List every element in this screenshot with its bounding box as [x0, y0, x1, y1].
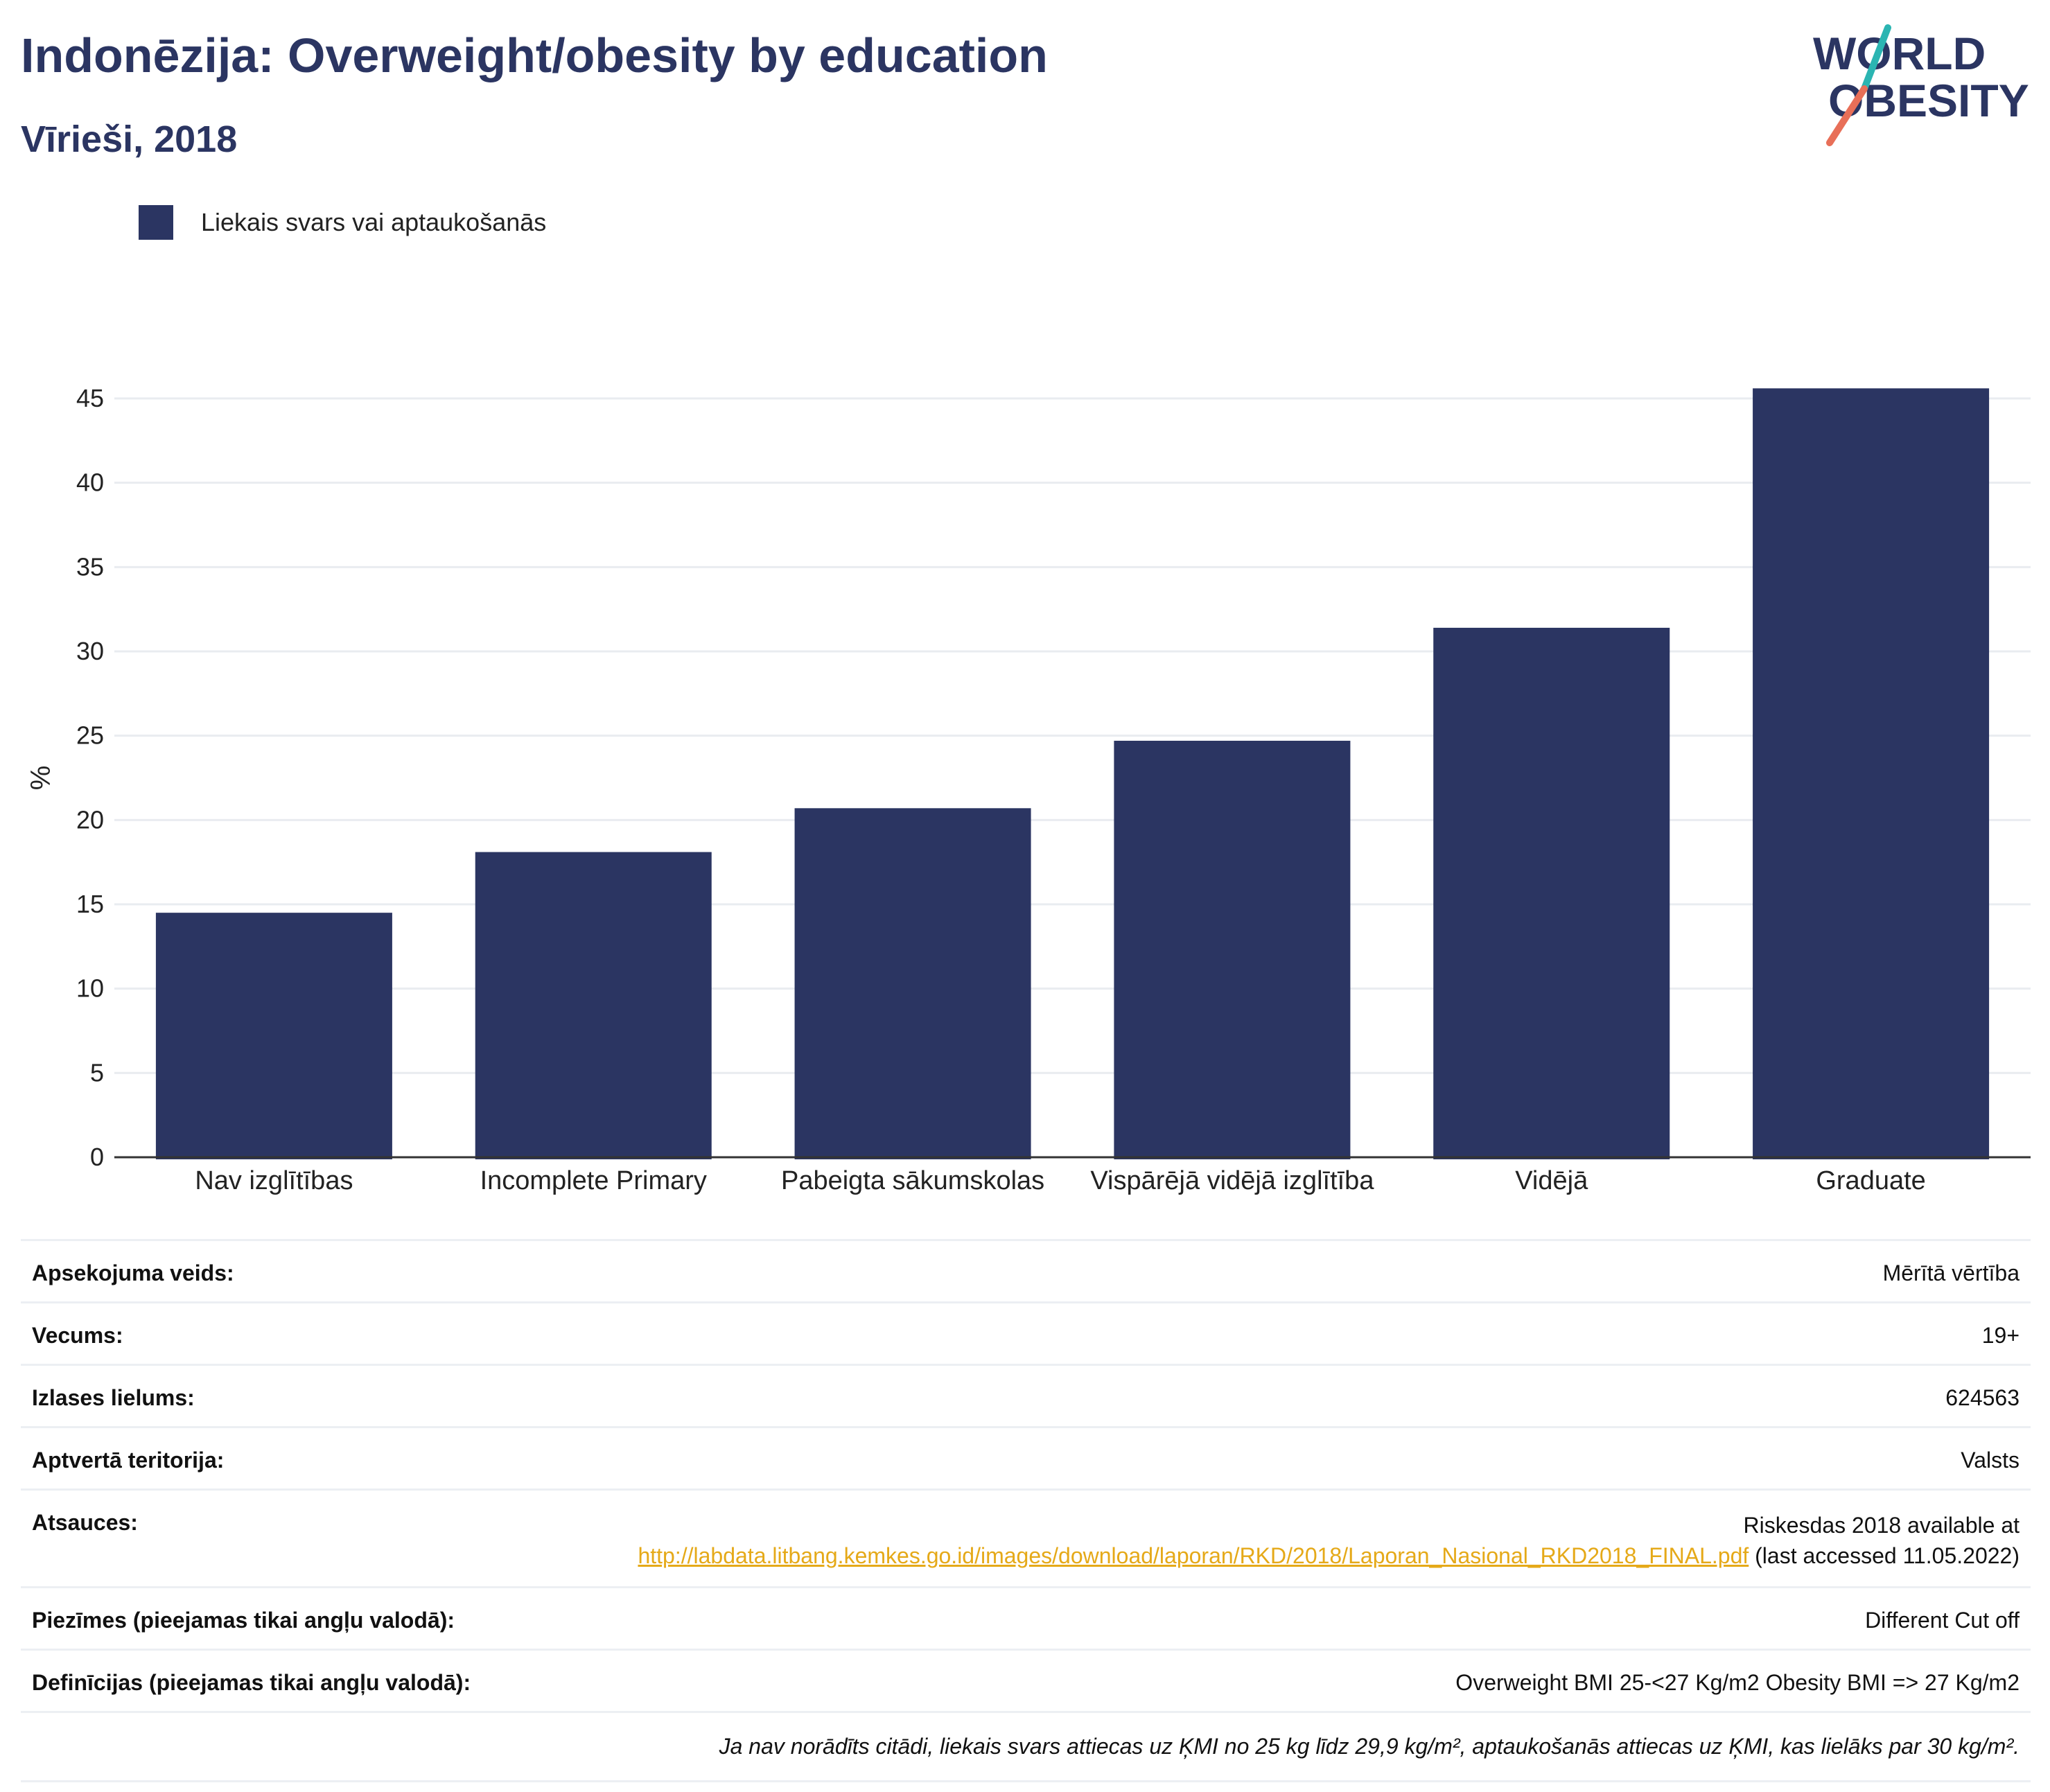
meta-label: Piezīmes (pieejamas tikai angļu valodā): — [32, 1608, 455, 1633]
x-tick-label: Graduate — [1816, 1166, 1925, 1195]
page-subtitle: Vīrieši, 2018 — [21, 118, 238, 160]
meta-label: Atsauces: — [32, 1510, 138, 1535]
meta-row-definitions: Definīcijas (pieejamas tikai angļu valod… — [21, 1649, 2031, 1711]
meta-value: Valsts — [1961, 1448, 2020, 1473]
meta-value: Overweight BMI 25-<27 Kg/m2 Obesity BMI … — [1455, 1670, 2020, 1695]
logo-slash-teal — [1861, 24, 1891, 92]
legend-swatch — [139, 205, 173, 240]
y-tick-label: 15 — [76, 890, 104, 918]
meta-value: Riskesdas 2018 available at http://labda… — [638, 1510, 2020, 1571]
x-tick-label: Pabeigta sākumskolas — [781, 1166, 1044, 1195]
bar — [1114, 740, 1351, 1159]
chart-legend: Liekais svars vai aptaukošanās — [139, 205, 546, 240]
page-title: Indonēzija: Overweight/obesity by educat… — [21, 28, 1048, 82]
y-tick-label: 35 — [76, 552, 104, 581]
y-tick-label: 20 — [76, 805, 104, 834]
meta-value: 624563 — [1945, 1385, 2020, 1410]
world-obesity-logo: WORLD OBESITY — [1813, 24, 2029, 146]
meta-value: Different Cut off — [1865, 1608, 2020, 1633]
meta-row-survey: Apsekojuma veids: Mērītā vērtība — [21, 1239, 2031, 1301]
y-axis-title: % — [26, 766, 56, 791]
x-tick-label: Vispārējā vidējā izglītība — [1090, 1166, 1374, 1195]
y-tick-label: 25 — [76, 721, 104, 750]
bar — [475, 852, 712, 1159]
reference-suffix: (last accessed 11.05.2022) — [1755, 1543, 2020, 1568]
meta-value: 19+ — [1981, 1323, 2020, 1348]
reference-link[interactable]: http://labdata.litbang.kemkes.go.id/imag… — [638, 1543, 1749, 1568]
y-tick-label: 5 — [90, 1058, 104, 1087]
meta-row-area: Aptvertā teritorija: Valsts — [21, 1426, 2031, 1488]
bar — [1433, 627, 1670, 1159]
y-tick-label: 30 — [76, 637, 104, 665]
x-tick-label: Nav izglītības — [195, 1166, 353, 1195]
meta-row-references: Atsauces: Riskesdas 2018 available at ht… — [21, 1488, 2031, 1586]
y-tick-label: 0 — [90, 1143, 104, 1171]
meta-label: Vecums: — [32, 1323, 123, 1348]
bar — [155, 913, 392, 1159]
meta-label: Izlases lielums: — [32, 1385, 195, 1410]
legend-label: Liekais svars vai aptaukošanās — [201, 208, 547, 236]
y-tick-label: 10 — [76, 974, 104, 1003]
bar — [794, 808, 1031, 1159]
logo-text-obesity: OBESITY — [1828, 75, 2029, 126]
meta-row-age: Vecums: 19+ — [21, 1301, 2031, 1364]
metadata-table: Apsekojuma veids: Mērītā vērtība Vecums:… — [21, 1239, 2031, 1782]
footnote: Ja nav norādīts citādi, liekais svars at… — [21, 1711, 2031, 1782]
bar-chart: 0 5 10 15 20 25 30 35 40 45% Nav izglītības Incompl… — [26, 384, 2031, 1195]
y-tick-label: 45 — [76, 384, 104, 412]
reference-text: Riskesdas 2018 available at — [1743, 1513, 2020, 1538]
x-tick-label: Vidējā — [1515, 1166, 1588, 1195]
bar — [1753, 388, 1990, 1159]
meta-label: Definīcijas (pieejamas tikai angļu valod… — [32, 1670, 471, 1695]
logo-slash-coral — [1826, 85, 1868, 146]
meta-value: Mērītā vērtība — [1882, 1260, 2020, 1285]
meta-label: Apsekojuma veids: — [32, 1260, 234, 1285]
x-tick-label: Incomplete Primary — [480, 1166, 707, 1195]
y-tick-label: 40 — [76, 468, 104, 497]
logo-text-world: WORLD — [1813, 28, 1986, 79]
meta-label: Aptvertā teritorija: — [32, 1448, 225, 1473]
meta-row-notes: Piezīmes (pieejamas tikai angļu valodā):… — [21, 1586, 2031, 1649]
meta-row-sample: Izlases lielums: 624563 — [21, 1364, 2031, 1426]
